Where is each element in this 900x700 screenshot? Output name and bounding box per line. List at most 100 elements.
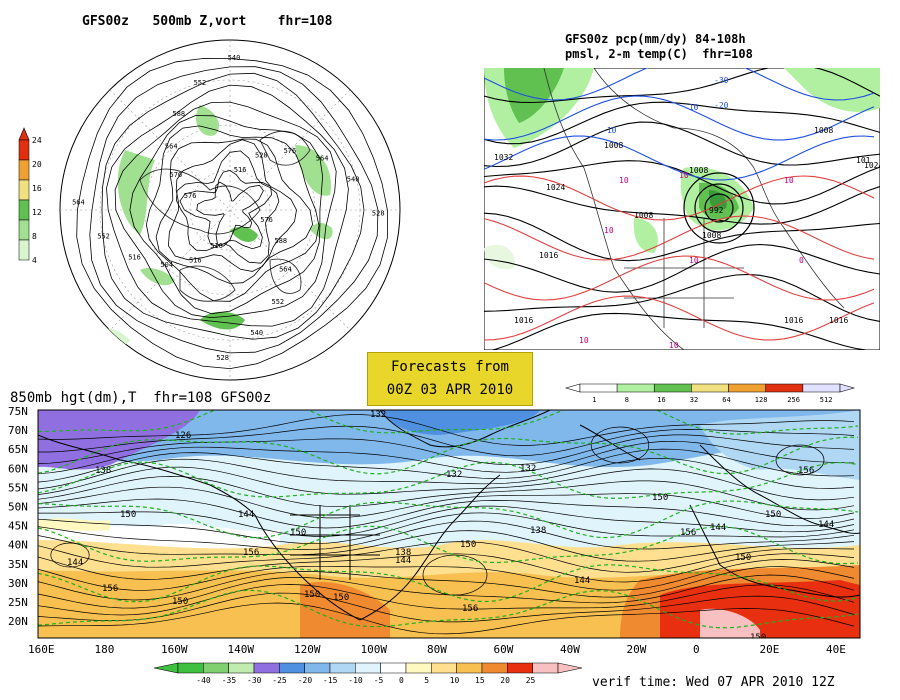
precip-title-line2: pmsl, 2-m temp(C) fhr=108 — [565, 47, 753, 61]
colorbar-label: 24 — [32, 136, 42, 145]
longitude-label: 100W — [361, 643, 388, 656]
height-contour-line — [196, 181, 264, 247]
colorbar-label: 1 — [592, 396, 596, 404]
colorbar-swatch — [18, 219, 30, 241]
colorbar-swatch — [279, 662, 305, 674]
temperature-contour-line — [38, 461, 859, 499]
height-contour-line — [38, 414, 855, 446]
longitude-label: 20E — [760, 643, 780, 656]
precip-pmsl-map: 1032 1024 1016 1016 1008 1008 1008 992 1008 1016 1… — [484, 68, 880, 350]
temperature-label: 10 — [669, 341, 679, 350]
height-contour-line — [101, 72, 365, 340]
isobar-line — [484, 68, 880, 104]
colorbar-swatch — [431, 662, 457, 674]
height-contour-line — [38, 440, 855, 475]
height-contour-line — [38, 602, 855, 635]
height-label: 144 — [395, 556, 411, 566]
colorbar-swatch — [654, 383, 692, 393]
temperature-contour-line — [484, 95, 875, 141]
colorbar-label: 5 — [424, 676, 429, 685]
temperature-label: -10 — [684, 103, 699, 112]
temperature-contour-line — [484, 135, 875, 181]
height-contour-label: 552 — [97, 232, 110, 240]
height-contour-line — [106, 84, 349, 327]
height-contour-line — [38, 520, 855, 550]
height-contour-label: 576 — [170, 171, 183, 179]
height-contour-label: 516 — [189, 257, 202, 265]
colorbar-arrow — [153, 662, 179, 674]
colorbar-swatch — [579, 383, 618, 393]
colorbar-swatch — [329, 662, 356, 674]
colorbar-swatch — [177, 662, 204, 674]
colorbar-swatch — [18, 139, 30, 161]
colorbar-label: -25 — [272, 676, 287, 685]
main-temp-contours — [38, 410, 859, 629]
temperature-label: -20 — [714, 101, 729, 110]
height-contour-label: 528 — [216, 354, 229, 362]
height-contour-label: 540 — [250, 329, 263, 337]
isobar-label: 1016 — [784, 316, 803, 325]
isobar-label: 1008 — [814, 126, 833, 135]
height-contour-label: 540 — [228, 54, 241, 62]
height-label: 156 — [462, 604, 478, 614]
main-map-title: 850mb hgt(dm),T fhr=108 GFS00z — [10, 390, 272, 406]
isobar-label: 1024 — [864, 161, 880, 170]
temperature-contour-line — [38, 436, 859, 475]
latitude-label: 70N — [8, 424, 28, 437]
height-contour-label: 564 — [72, 198, 85, 206]
latitude-label: 60N — [8, 462, 28, 475]
colorbar-swatch — [728, 383, 766, 393]
latitude-label: 75N — [8, 405, 28, 418]
temperature-contour-line — [38, 564, 859, 603]
isobar-line — [484, 101, 880, 145]
longitude-label: 40W — [560, 643, 580, 656]
height-contour-line — [38, 553, 855, 583]
height-label: 150 — [750, 633, 766, 643]
forecast-box-line2: 00Z 03 APR 2010 — [386, 382, 514, 398]
height-closed-contour — [50, 542, 90, 568]
colorbar-swatch — [18, 239, 30, 261]
colorbar-label: 12 — [32, 208, 42, 217]
colorbar-swatch — [691, 383, 729, 393]
isobar-label: 1016 — [829, 316, 848, 325]
height-label: 150 — [652, 493, 668, 503]
longitude-label: 160W — [161, 643, 188, 656]
height-contour-line — [38, 486, 855, 519]
temperature-contour-line — [484, 175, 875, 221]
colorbar-label: 20 — [500, 676, 510, 685]
colorbar-label: 256 — [787, 396, 800, 404]
longitude-label: 60W — [494, 643, 514, 656]
main-colorbar: -40 -35 -30 -25 -20 -15 -10 -5 0 5 10 15 20 25 — [153, 662, 583, 685]
colorbar-swatch — [456, 662, 483, 674]
height-contour-line — [179, 169, 272, 250]
height-contour-line — [38, 466, 855, 501]
temperature-label: 0 — [799, 256, 804, 265]
colorbar-swatch — [304, 662, 331, 674]
height-label: 150 — [460, 540, 476, 550]
height-contour-line — [38, 434, 855, 466]
height-contour-label: 552 — [194, 79, 207, 87]
colorbar-swatch — [481, 662, 508, 674]
longitude-label: 40E — [826, 643, 846, 656]
colorbar-label: -15 — [323, 676, 338, 685]
colorbar-swatch — [532, 662, 559, 674]
height-contour-label: 528 — [372, 210, 385, 218]
temperature-contour-line — [38, 589, 859, 629]
height-closed-contour — [422, 554, 488, 596]
height-label: 144 — [574, 576, 590, 586]
isobar-label: 1024 — [546, 183, 565, 192]
main-height-contours — [38, 414, 855, 635]
latitude-label: 20N — [8, 615, 28, 628]
longitude-label: 20W — [627, 643, 647, 656]
height-closed-contour — [590, 426, 650, 464]
main-height-labels: 132 126 138 132 150 144 150 156 150 150 144 156 150 1… — [67, 410, 834, 643]
isobar-label: 1008 — [604, 141, 623, 150]
height-contour-line — [129, 115, 324, 315]
height-contour-line — [38, 512, 855, 545]
latitude-label: 25N — [8, 596, 28, 609]
height-label: 156 — [243, 548, 259, 558]
colorbar-label: -30 — [247, 676, 262, 685]
longitude-label: 0 — [693, 643, 700, 656]
colorbar-label: -20 — [298, 676, 313, 685]
longitude-label: 80W — [427, 643, 447, 656]
